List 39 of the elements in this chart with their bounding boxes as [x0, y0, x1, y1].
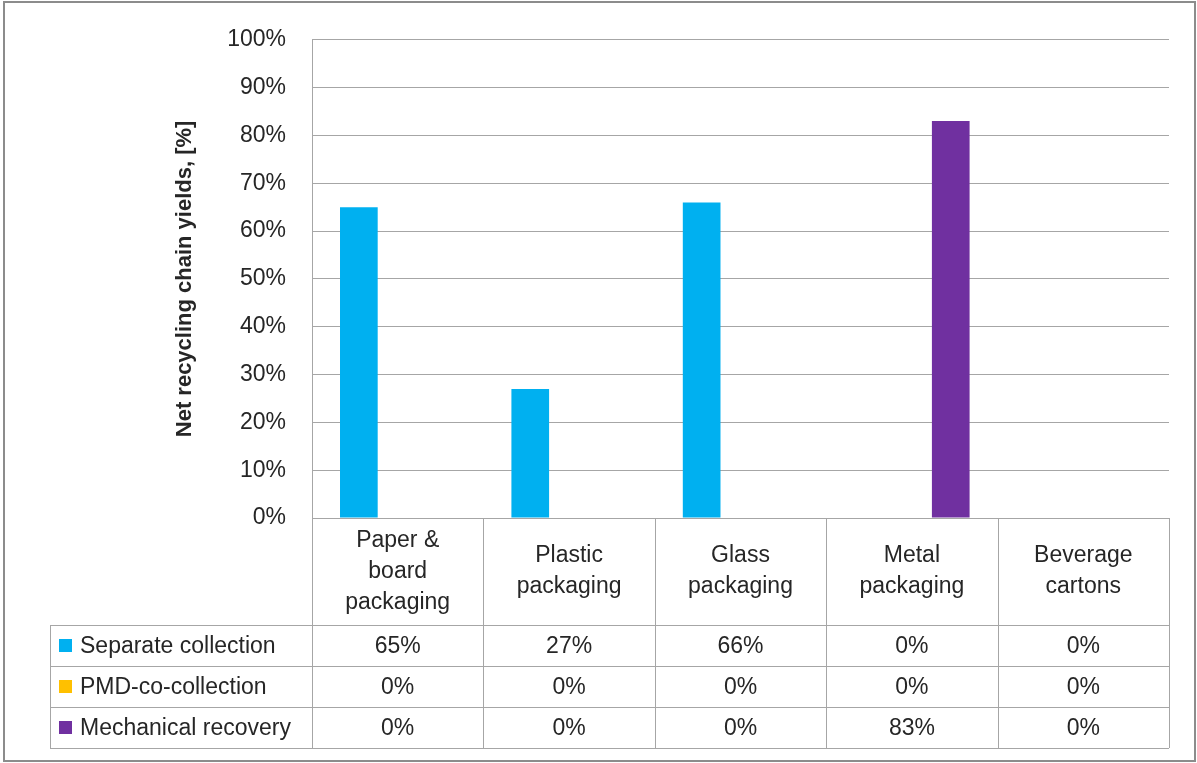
- x-tick-label: Beverage cartons: [1034, 541, 1133, 599]
- data-label: 27%: [546, 631, 593, 658]
- x-tick-label: Plastic packaging: [516, 541, 622, 599]
- bar: [511, 388, 550, 518]
- y-tick-label: 20%: [239, 407, 286, 434]
- x-tick-label: Metal packaging: [859, 541, 965, 599]
- legend-label: Separate collection: [80, 631, 276, 658]
- data-label: 0%: [895, 631, 929, 658]
- data-label: 66%: [717, 631, 764, 658]
- y-tick-label: 60%: [239, 216, 286, 243]
- y-tick-label: 10%: [239, 455, 286, 482]
- data-label: 83%: [888, 713, 935, 740]
- data-label: 0%: [381, 713, 415, 740]
- data-label: 0%: [723, 713, 758, 740]
- bar: [340, 207, 378, 518]
- data-label: 65%: [374, 631, 421, 658]
- data-label: 0%: [895, 672, 929, 699]
- data-label: 0%: [1066, 672, 1100, 699]
- y-tick-label: 50%: [239, 264, 286, 291]
- y-tick-label: 0%: [252, 503, 286, 530]
- y-tick-label: 100%: [227, 25, 286, 52]
- data-label: 0%: [1066, 713, 1100, 740]
- bar: [682, 202, 721, 518]
- y-tick-label: 70%: [239, 168, 286, 195]
- legend-label: Mechanical recovery: [80, 713, 292, 740]
- y-tick-label: 30%: [239, 359, 286, 386]
- legend-label: PMD-co-collection: [80, 672, 267, 699]
- bar: [931, 121, 970, 518]
- y-tick-label: 80%: [239, 120, 286, 147]
- data-label: 0%: [381, 672, 415, 699]
- x-tick-label: Paper & board packaging: [345, 525, 451, 614]
- data-label: 0%: [552, 713, 586, 740]
- data-label: 0%: [552, 672, 586, 699]
- y-axis-title: Net recycling chain yields, [%]: [171, 120, 197, 438]
- x-tick-label: Glass packaging: [688, 541, 793, 599]
- data-label: 0%: [1066, 631, 1100, 658]
- data-label: 0%: [723, 672, 758, 699]
- y-tick-label: 90%: [239, 72, 286, 99]
- y-tick-label: 40%: [239, 312, 286, 339]
